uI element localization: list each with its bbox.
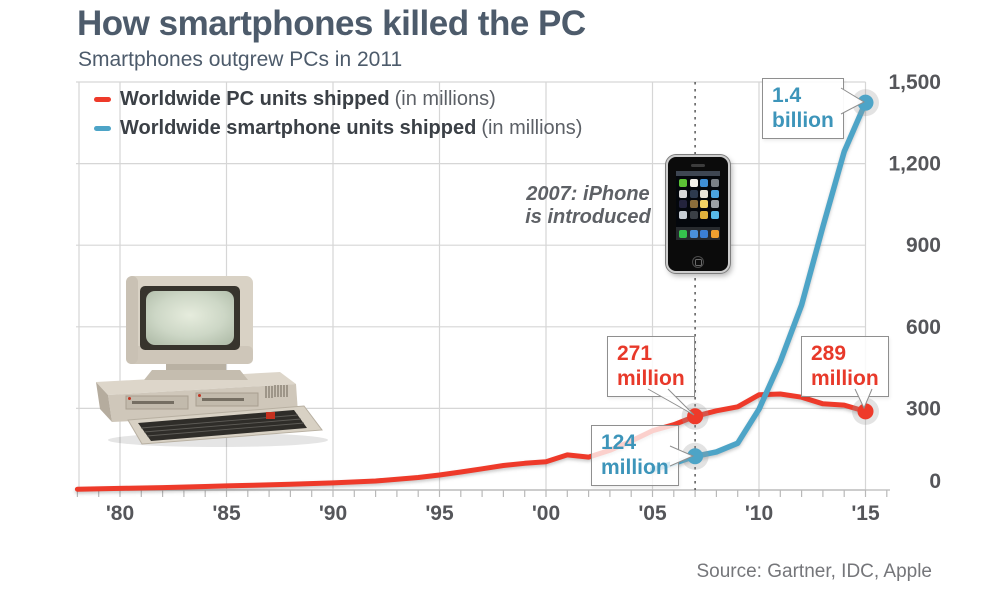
iphone-app-icon — [700, 179, 708, 187]
callout-pointer — [854, 388, 873, 410]
callout-124-million: 124 million — [591, 425, 679, 486]
iphone-app-icon — [689, 189, 698, 198]
event-annotation-line2: is introduced — [525, 206, 651, 228]
iphone-dock-icon — [679, 229, 687, 238]
y-axis-label: 600 — [906, 316, 941, 339]
callout-value: 1.4 — [772, 84, 802, 107]
iphone-app-icon — [689, 179, 698, 187]
callout-pointer — [669, 445, 695, 467]
callout-289-million: 289 million — [801, 336, 889, 397]
y-axis-label: 1,500 — [888, 71, 941, 94]
iphone-app-icon — [710, 200, 719, 208]
marker-dot — [857, 403, 874, 420]
callout-1-4-billion: 1.4 billion — [762, 78, 844, 139]
iphone-app-icon — [700, 200, 708, 208]
iphone-home-button — [692, 256, 704, 268]
callout-unit: million — [601, 456, 669, 479]
iphone-earpiece — [691, 164, 705, 167]
legend-item-smartphone: Worldwide smartphone units shipped (in m… — [94, 114, 582, 143]
x-axis-label: '90 — [319, 502, 347, 525]
callout-pointer — [840, 87, 866, 115]
iphone-app-icon — [679, 179, 687, 187]
legend-item-pc: Worldwide PC units shipped (in millions) — [94, 85, 582, 114]
callout-value: 289 — [811, 342, 847, 365]
y-axis-label: 0 — [929, 470, 941, 493]
iphone-app-icon — [679, 210, 687, 219]
callout-unit: million — [617, 367, 685, 390]
marker-dot — [857, 94, 874, 111]
iphone-app-icon — [679, 189, 687, 198]
legend-label: Worldwide smartphone units shipped — [120, 117, 477, 139]
iphone-app-icon — [700, 189, 708, 198]
legend-suffix: (in millions) — [394, 88, 496, 110]
y-axis-label: 300 — [906, 397, 941, 420]
marker-dot — [687, 448, 704, 465]
x-axis-label: '05 — [638, 502, 667, 525]
x-axis-label: '10 — [745, 502, 773, 525]
iphone-app-icon — [710, 210, 719, 219]
y-axis-label: 1,200 — [888, 153, 941, 176]
event-annotation-line1: 2007: iPhone — [526, 183, 650, 205]
iphone-dock-icon — [689, 229, 698, 238]
y-axis-label: 900 — [906, 234, 941, 257]
callout-value: 271 — [617, 342, 653, 365]
iphone-app-icon — [700, 210, 708, 219]
legend-suffix: (in millions) — [481, 117, 583, 139]
iphone-app-icon — [710, 179, 719, 187]
iphone-app-icon — [689, 210, 698, 219]
source-note: Source: Gartner, IDC, Apple — [696, 561, 932, 582]
iphone-dock — [676, 227, 720, 240]
iphone-dock-icon — [710, 229, 719, 238]
legend-label: Worldwide PC units shipped — [120, 88, 390, 110]
legend: Worldwide PC units shipped (in millions)… — [94, 85, 582, 143]
page-title: How smartphones killed the PC — [77, 4, 586, 43]
x-axis-label: '00 — [532, 502, 560, 525]
iphone-app-icon — [689, 200, 698, 208]
x-axis-label: '85 — [212, 502, 241, 525]
iphone-app-icon — [710, 189, 719, 198]
vintage-pc-image — [96, 276, 328, 447]
x-axis-label: '15 — [851, 502, 880, 525]
callout-value: 124 — [601, 431, 637, 454]
iphone-screen — [676, 171, 720, 240]
page-subtitle: Smartphones outgrew PCs in 2011 — [78, 48, 403, 71]
x-axis-label: '80 — [106, 502, 134, 525]
event-annotation: 2007: iPhone is introduced — [512, 183, 664, 229]
iphone-dock-icon — [700, 229, 708, 238]
callout-pointer — [647, 388, 695, 416]
callout-unit: million — [811, 367, 879, 390]
iphone-image — [666, 155, 730, 273]
callout-unit: billion — [772, 109, 834, 132]
pc-series-swatch-icon — [94, 97, 111, 102]
x-axis-label: '95 — [425, 502, 454, 525]
pc-series-line — [74, 391, 868, 492]
callout-271-million: 271 million — [607, 336, 695, 397]
smartphone-series-swatch-icon — [94, 126, 111, 131]
iphone-app-icon — [679, 200, 687, 208]
